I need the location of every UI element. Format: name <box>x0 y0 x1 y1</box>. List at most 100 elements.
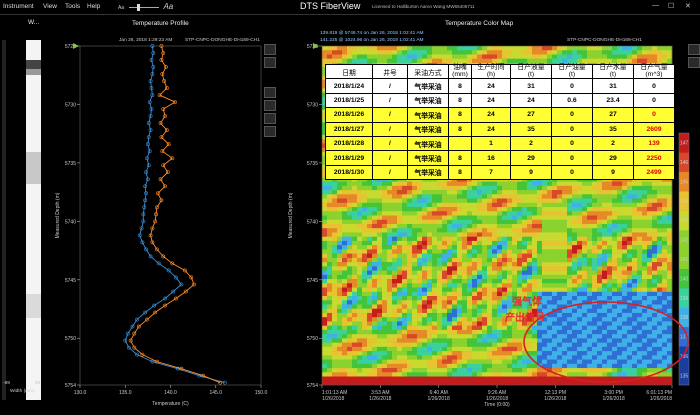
colormap-cell <box>517 232 523 237</box>
colormap-cell <box>432 219 438 225</box>
colormap-cell <box>437 317 443 322</box>
colormap-cell <box>647 215 653 221</box>
colormap-cell <box>492 58 498 64</box>
colormap-cell <box>422 54 428 60</box>
colormap-cell <box>412 54 418 60</box>
colormap-cell <box>357 245 363 250</box>
colormap-cell <box>482 207 488 212</box>
colormap-cell <box>657 308 663 314</box>
colormap-cell <box>332 236 338 242</box>
colormap-cell <box>322 173 328 178</box>
menu-tools[interactable]: Tools <box>65 3 81 10</box>
colormap-cell <box>442 266 448 271</box>
colormap-cell <box>337 249 343 254</box>
colormap-cell <box>637 253 643 259</box>
colormap-cell <box>447 194 453 199</box>
colormap-cell <box>377 181 383 187</box>
colormap-cell <box>462 291 468 297</box>
colormap-cell <box>592 325 598 331</box>
colormap-cell <box>522 219 528 225</box>
colormap-cell <box>372 329 378 335</box>
font-size-slider-thumb[interactable] <box>136 3 140 11</box>
width-track-scrollbar[interactable] <box>2 40 6 400</box>
data-point <box>132 331 137 336</box>
colormap-cell <box>652 58 658 64</box>
colormap-cell <box>332 325 338 331</box>
colormap-cell <box>612 190 618 195</box>
colormap-cell <box>357 177 363 182</box>
colormap-cell <box>517 300 523 305</box>
colormap-cell <box>617 219 623 225</box>
colormap-cell <box>377 190 383 195</box>
colormap-cell <box>632 312 638 318</box>
data-point <box>164 86 169 90</box>
menu-help[interactable]: Help <box>87 3 101 10</box>
colormap-cell <box>497 232 503 237</box>
colormap-cell <box>392 58 398 64</box>
colormap-cell <box>377 279 383 284</box>
colormap-cell <box>642 46 648 51</box>
colormap-cell <box>492 325 498 331</box>
menu-instrument[interactable]: Instrument <box>3 3 34 10</box>
colormap-cell <box>412 215 418 221</box>
colormap-cell <box>462 287 468 293</box>
colormap-cell <box>432 257 438 263</box>
colormap-cell <box>382 219 388 225</box>
colormap-cell <box>652 215 658 221</box>
data-point <box>142 205 147 210</box>
colormap-cell <box>637 240 643 246</box>
colormap-cell <box>402 58 408 64</box>
colormap-cell <box>337 262 343 267</box>
colormap-cell <box>367 270 373 276</box>
colormap-cell <box>552 185 558 191</box>
colormap-cell <box>492 207 498 212</box>
colormap-cell <box>332 262 338 267</box>
colormap-cell <box>527 257 533 263</box>
colormap-cell <box>537 54 543 60</box>
colormap-cell <box>412 253 418 259</box>
colormap-cell <box>367 202 373 208</box>
temperature-profile-chart[interactable]: 130.0 135.0 140.0 145.0 150.0572557305735574… <box>49 15 281 415</box>
minimize-button[interactable]: — <box>652 2 659 9</box>
data-point <box>141 219 146 224</box>
colormap-cell <box>367 291 373 297</box>
colormap-cell <box>482 253 488 259</box>
colormap-cell <box>467 190 473 195</box>
colormap-cell <box>467 223 473 229</box>
colormap-cell <box>327 308 333 314</box>
colormap-cell <box>467 198 473 204</box>
colormap-cell <box>642 249 648 254</box>
pan-icon[interactable] <box>264 57 276 68</box>
font-size-control[interactable]: Aa Aa <box>118 2 173 11</box>
colormap-cell <box>327 46 333 51</box>
colormap-cell <box>357 321 363 326</box>
colormap-cell <box>627 274 633 280</box>
colormap-cell <box>602 54 608 60</box>
colormap-cell <box>532 215 538 221</box>
colormap-cell <box>392 219 398 225</box>
colormap-cell <box>442 54 448 60</box>
colormap-cell <box>667 291 673 297</box>
font-size-slider[interactable] <box>128 3 159 11</box>
colormap-cell <box>342 236 348 242</box>
colormap-cell <box>392 283 398 288</box>
colormap-cell <box>567 58 573 64</box>
colormap-cell <box>557 181 563 187</box>
colormap-cell <box>337 46 343 51</box>
colormap-cell <box>412 219 418 225</box>
menu-view[interactable]: View <box>43 3 57 10</box>
colormap-cell <box>602 202 608 208</box>
colormap-cell <box>472 253 478 259</box>
colormap-cell <box>512 321 518 326</box>
colormap-cell <box>352 329 358 335</box>
colormap-cell <box>362 236 368 242</box>
colormap-cell <box>607 228 613 233</box>
close-button[interactable]: ✕ <box>685 3 691 10</box>
colormap-cell <box>322 160 328 165</box>
zoom-icon[interactable] <box>264 44 276 55</box>
colormap-cell <box>647 207 653 212</box>
colormap-cell <box>402 266 408 271</box>
colormap-cell <box>572 321 578 326</box>
colormap-cell <box>557 312 563 318</box>
maximize-button[interactable]: ☐ <box>668 3 675 10</box>
